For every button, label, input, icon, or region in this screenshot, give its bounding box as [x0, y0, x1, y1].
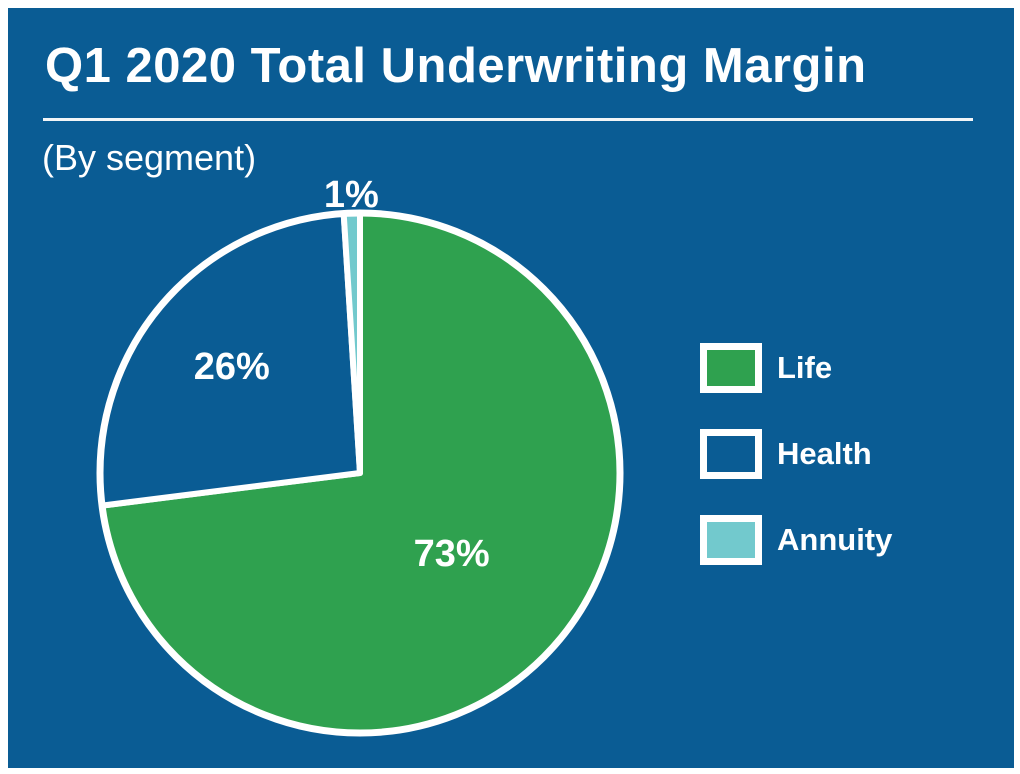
legend-label-health: Health — [777, 436, 872, 471]
legend-item-health: Health — [700, 429, 892, 479]
chart-legend: Life Health Annuity — [700, 343, 892, 601]
legend-swatch-annuity — [700, 515, 762, 565]
legend-swatch-life — [700, 343, 762, 393]
page-title: Q1 2020 Total Underwriting Margin — [45, 39, 867, 93]
title-underline — [43, 118, 973, 121]
pie-outline — [96, 209, 624, 737]
legend-label-life: Life — [777, 350, 833, 385]
pie-chart: 73% 26% 1% — [96, 174, 624, 737]
legend-item-life: Life — [700, 343, 892, 393]
chart-subtitle: (By segment) — [42, 137, 257, 178]
infographic-panel: Q1 2020 Total Underwriting Margin (By se… — [8, 8, 1014, 768]
pie-label-health: 26% — [194, 346, 270, 388]
pie-label-annuity: 1% — [324, 174, 379, 216]
legend-item-annuity: Annuity — [700, 515, 892, 565]
legend-label-annuity: Annuity — [777, 522, 893, 557]
pie-label-life: 73% — [414, 533, 490, 575]
legend-swatch-health — [700, 429, 762, 479]
